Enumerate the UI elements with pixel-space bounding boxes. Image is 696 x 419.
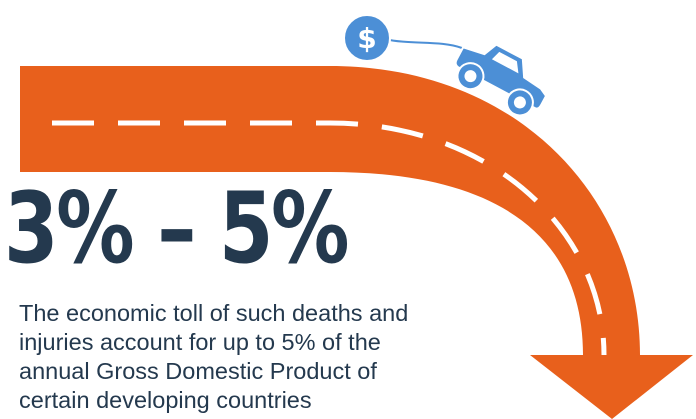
caption-text: The economic toll of such deaths and inj… [19,300,409,413]
headline-stat: 3% – 5% [4,172,350,286]
dollar-coin-icon: $ [343,14,391,62]
curved-road-arrow [20,66,693,419]
svg-text:$: $ [357,22,376,55]
car-icon [454,43,548,117]
tow-line [384,38,463,49]
road-center-line [52,120,607,356]
